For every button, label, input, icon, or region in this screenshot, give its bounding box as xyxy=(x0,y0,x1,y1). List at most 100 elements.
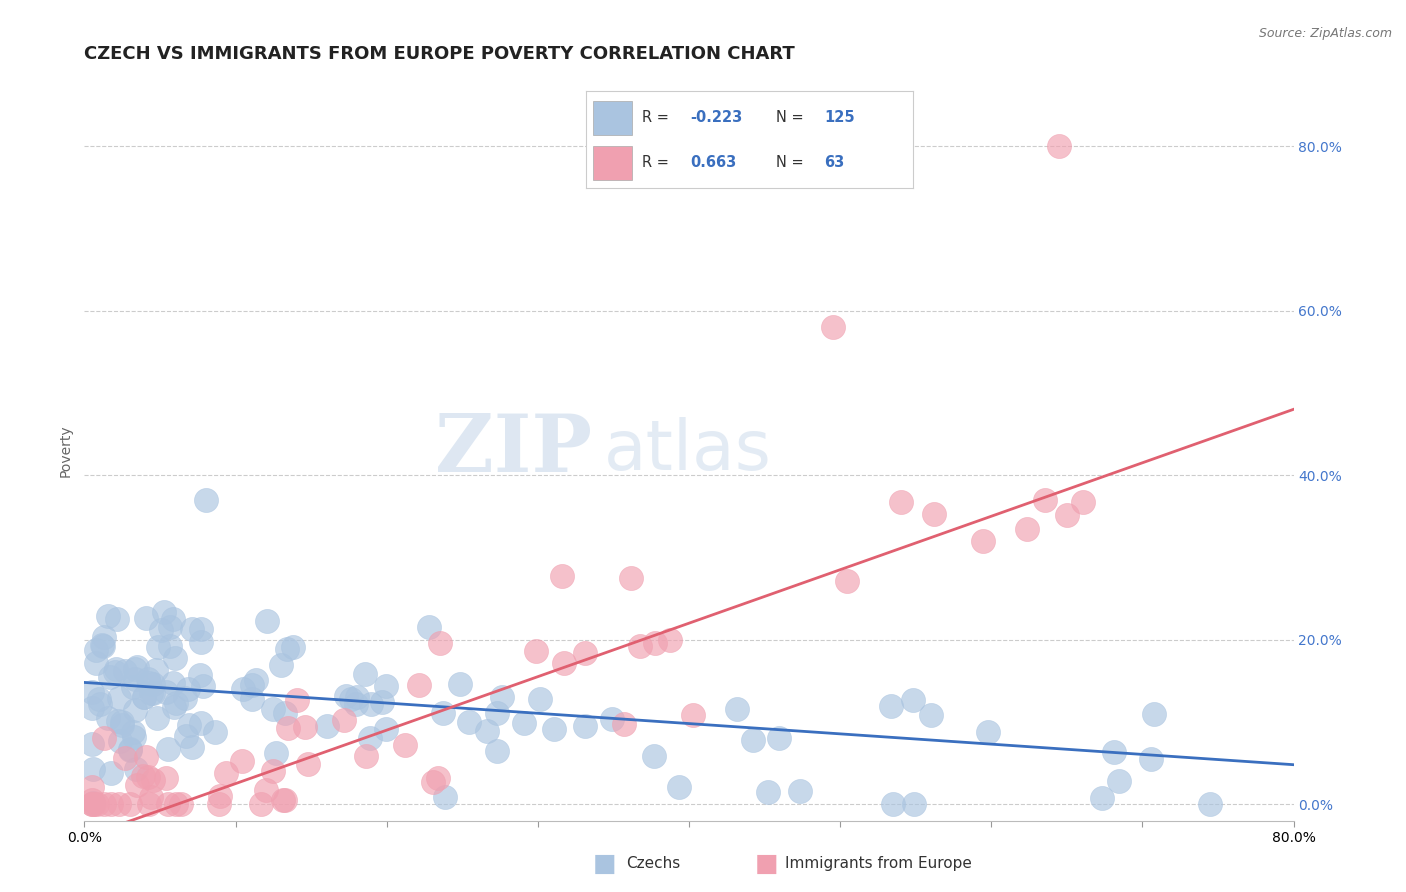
Point xyxy=(190,715,212,730)
Point xyxy=(375,723,398,737)
Point xyxy=(89,698,111,712)
Point xyxy=(100,766,122,780)
Point xyxy=(1199,797,1222,812)
Y-axis label: Poverty: Poverty xyxy=(59,425,73,476)
Point xyxy=(82,797,104,811)
Point xyxy=(98,669,121,683)
Point xyxy=(174,729,197,743)
Point xyxy=(270,658,292,673)
Point xyxy=(240,692,263,706)
Point xyxy=(125,778,148,792)
Point xyxy=(890,494,912,508)
Point xyxy=(276,642,298,657)
Point xyxy=(433,789,456,804)
Point xyxy=(118,742,141,756)
Point xyxy=(524,643,547,657)
Point xyxy=(104,662,127,676)
Point xyxy=(155,771,177,785)
Point xyxy=(644,635,666,649)
Point xyxy=(132,690,155,705)
Point xyxy=(82,763,104,777)
Point xyxy=(190,622,212,636)
Point xyxy=(135,750,157,764)
Point xyxy=(477,723,499,738)
Point xyxy=(111,718,134,732)
Point xyxy=(427,772,450,786)
Point xyxy=(93,797,115,812)
Point xyxy=(264,746,287,760)
Point xyxy=(920,708,942,723)
Point xyxy=(375,679,398,693)
Point xyxy=(162,612,184,626)
Point xyxy=(1108,774,1130,789)
Point xyxy=(150,623,173,637)
Point xyxy=(91,640,114,654)
Point xyxy=(181,740,204,755)
Point xyxy=(725,702,748,716)
Point xyxy=(146,711,169,725)
Point xyxy=(204,725,226,739)
Point xyxy=(177,718,200,732)
Point xyxy=(245,673,267,687)
Point xyxy=(880,699,903,714)
Point xyxy=(139,686,162,700)
Point xyxy=(124,672,146,686)
Point xyxy=(173,690,195,705)
Point xyxy=(903,797,925,812)
Point xyxy=(138,797,160,812)
Point xyxy=(80,797,103,812)
Point xyxy=(335,689,357,703)
Point xyxy=(281,640,304,654)
Point xyxy=(628,639,651,653)
Point xyxy=(277,721,299,735)
Point xyxy=(153,605,176,619)
Point xyxy=(163,700,186,714)
Point xyxy=(156,797,179,812)
Text: Source: ZipAtlas.com: Source: ZipAtlas.com xyxy=(1258,27,1392,40)
Point xyxy=(111,714,134,729)
Point xyxy=(191,679,214,693)
Point xyxy=(165,797,187,812)
Point xyxy=(359,731,381,745)
Point xyxy=(86,797,108,812)
Text: ■: ■ xyxy=(593,852,616,875)
Point xyxy=(124,662,146,676)
Point xyxy=(371,695,394,709)
Point xyxy=(972,534,994,549)
Point xyxy=(108,690,131,705)
Point xyxy=(215,766,238,780)
Point xyxy=(181,623,204,637)
Point xyxy=(125,660,148,674)
Text: atlas: atlas xyxy=(605,417,772,484)
Point xyxy=(418,620,440,634)
Point xyxy=(93,731,115,745)
Point xyxy=(789,784,811,798)
Point xyxy=(114,750,136,764)
Point xyxy=(118,797,141,812)
Point xyxy=(315,719,337,733)
Point xyxy=(574,646,596,660)
Point xyxy=(485,706,508,720)
Point xyxy=(262,764,284,779)
Point xyxy=(190,635,212,649)
Text: Czechs: Czechs xyxy=(626,856,681,871)
Point xyxy=(146,640,169,655)
Point xyxy=(163,651,186,665)
Point xyxy=(122,725,145,739)
Point xyxy=(339,692,361,706)
Point xyxy=(208,789,231,803)
Point xyxy=(643,748,665,763)
Point xyxy=(620,571,643,585)
Point xyxy=(136,770,159,784)
Point xyxy=(83,797,105,812)
Point xyxy=(613,716,636,731)
Point xyxy=(1015,522,1038,536)
Point xyxy=(82,700,104,714)
Point xyxy=(135,611,157,625)
Point xyxy=(1102,745,1125,759)
Point xyxy=(882,797,904,812)
Point xyxy=(553,656,575,670)
Point xyxy=(97,609,120,624)
Point xyxy=(114,664,136,678)
Point xyxy=(145,663,167,677)
